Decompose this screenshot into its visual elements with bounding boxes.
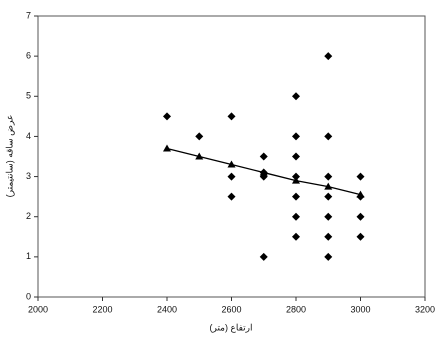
x-tick-label: 3000 bbox=[350, 304, 370, 314]
point bbox=[292, 152, 300, 161]
y-tick-label: 7 bbox=[26, 10, 31, 20]
point bbox=[227, 192, 236, 201]
y-tick-label: 4 bbox=[26, 131, 31, 141]
point bbox=[292, 132, 300, 141]
point bbox=[324, 52, 333, 61]
point bbox=[356, 212, 365, 221]
point bbox=[292, 92, 300, 101]
point bbox=[356, 232, 365, 241]
point bbox=[292, 212, 300, 221]
y-tick-label: 5 bbox=[26, 91, 31, 101]
point bbox=[324, 232, 333, 241]
x-tick-label: 3200 bbox=[415, 304, 435, 314]
point bbox=[259, 252, 268, 261]
point bbox=[227, 160, 236, 168]
point bbox=[292, 176, 300, 184]
y-tick-label: 0 bbox=[26, 291, 31, 301]
point bbox=[324, 182, 333, 190]
point bbox=[227, 112, 236, 121]
plot-frame bbox=[37, 15, 426, 298]
point bbox=[324, 212, 333, 221]
point bbox=[292, 192, 300, 201]
point bbox=[292, 232, 300, 241]
point bbox=[324, 192, 333, 201]
y-tick-label: 6 bbox=[26, 51, 31, 61]
point bbox=[163, 144, 171, 152]
x-tick-label: 2200 bbox=[92, 304, 112, 314]
point bbox=[356, 190, 365, 198]
x-tick-label: 2400 bbox=[157, 304, 177, 314]
point bbox=[259, 168, 268, 176]
y-tick-label: 1 bbox=[26, 251, 31, 261]
point bbox=[292, 172, 300, 181]
y-tick-label: 3 bbox=[26, 171, 31, 181]
point bbox=[324, 172, 333, 181]
point bbox=[324, 132, 333, 141]
point bbox=[356, 172, 365, 181]
y-axis-title: عرض ساقه (سانتیمتر) bbox=[4, 115, 15, 198]
x-tick-label: 2000 bbox=[28, 304, 48, 314]
x-tick-label: 2600 bbox=[221, 304, 241, 314]
point bbox=[259, 152, 268, 161]
y-tick-label: 2 bbox=[26, 211, 31, 221]
point bbox=[324, 252, 333, 261]
point bbox=[195, 132, 204, 141]
point bbox=[163, 112, 171, 121]
point bbox=[195, 152, 204, 160]
x-tick-label: 2800 bbox=[286, 304, 306, 314]
x-axis-title: ارتفاع (متر) bbox=[209, 322, 252, 333]
point bbox=[227, 172, 236, 181]
